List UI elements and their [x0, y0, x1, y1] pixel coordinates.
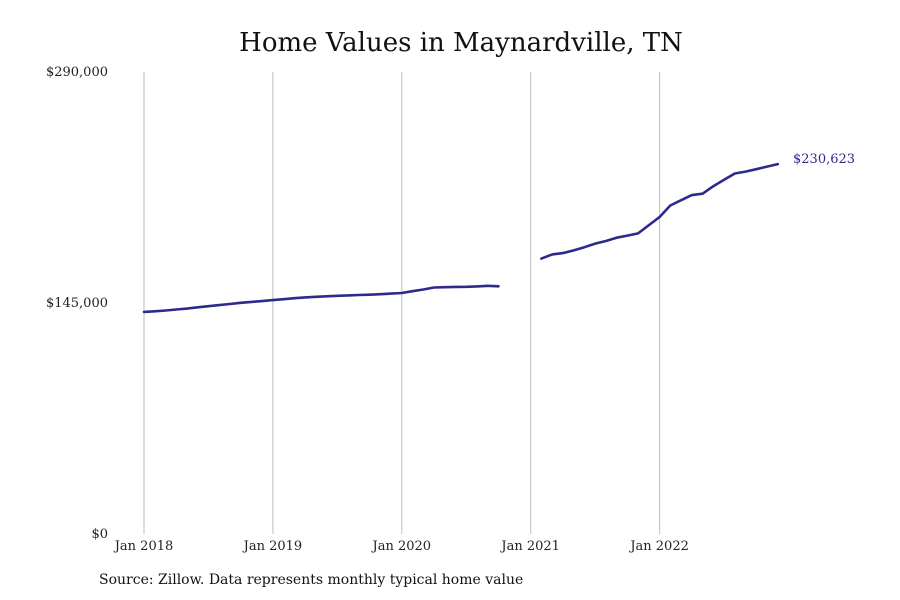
series-line — [142, 284, 500, 314]
x-axis-ticks: Jan 2018 Jan 2019 Jan 2020 Jan 2021 Jan 2022 — [113, 539, 689, 554]
x-tick-label: Jan 2018 — [113, 539, 174, 554]
x-tick-label: Jan 2020 — [371, 539, 432, 554]
y-tick-label: $0 — [91, 527, 108, 542]
source-note: Source: Zillow. Data represents monthly … — [99, 572, 524, 588]
y-axis-ticks: $0 $145,000 $290,000 — [46, 65, 108, 542]
series-lines — [142, 162, 780, 314]
chart-title: Home Values in Maynardville, TN — [239, 28, 683, 58]
x-tick-label: Jan 2019 — [242, 539, 303, 554]
x-tick-label: Jan 2021 — [499, 539, 560, 554]
series-line — [540, 162, 780, 260]
y-tick-label: $145,000 — [46, 296, 108, 311]
end-value-label: $230,623 — [793, 152, 855, 167]
y-tick-label: $290,000 — [46, 65, 108, 80]
gridlines — [143, 72, 661, 534]
x-tick-label: Jan 2022 — [628, 539, 689, 554]
